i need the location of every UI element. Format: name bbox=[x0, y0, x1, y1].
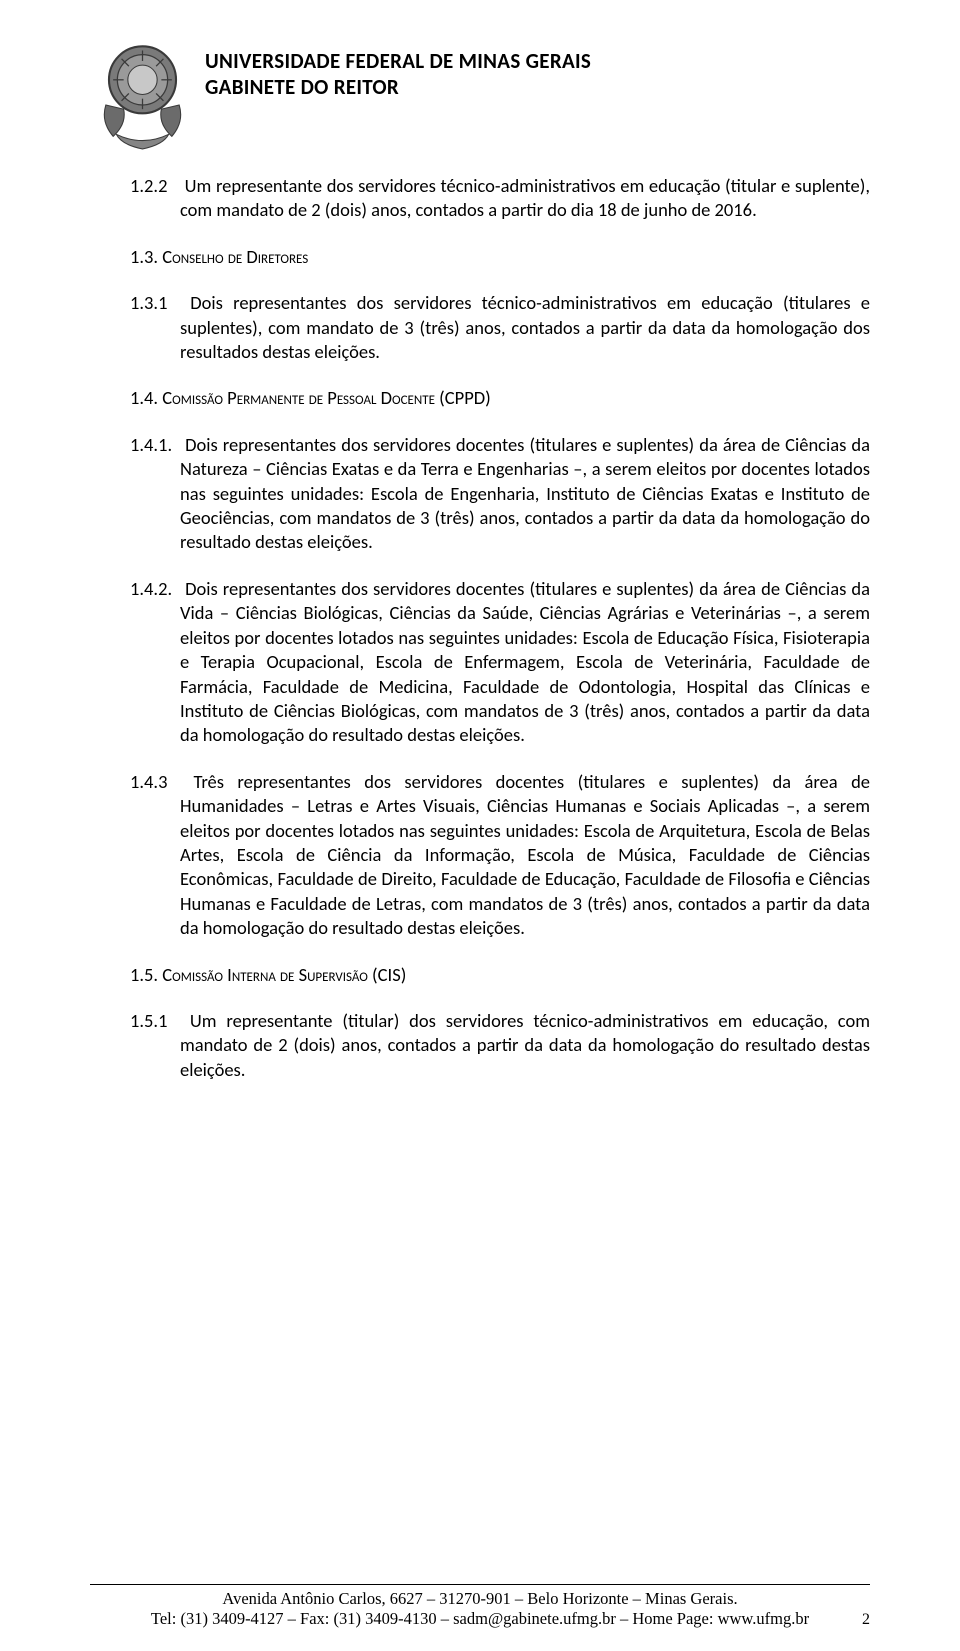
clause-text: Três representantes dos servidores docen… bbox=[180, 770, 870, 939]
footer-address: Avenida Antônio Carlos, 6627 – 31270-901… bbox=[90, 1589, 870, 1609]
clause-1-5-1: 1.5.1 Um representante (titular) dos ser… bbox=[130, 1009, 870, 1082]
clause-1-5: 1.5. Comissão Interna de Supervisão (CIS… bbox=[130, 963, 870, 987]
clause-1-4-1: 1.4.1. Dois representantes dos servidore… bbox=[130, 433, 870, 555]
clause-number: 1.5.1 bbox=[130, 1009, 180, 1033]
clause-1-3-1: 1.3.1 Dois representantes dos servidores… bbox=[130, 291, 870, 364]
clause-text: Um representante (titular) dos servidore… bbox=[180, 1009, 870, 1081]
clause-number: 1.4.3 bbox=[130, 770, 180, 794]
clause-number: 1.2.2 bbox=[130, 174, 180, 198]
clause-number: 1.5. bbox=[130, 963, 158, 987]
clause-text: Um representante dos servidores técnico-… bbox=[180, 174, 870, 221]
clause-text: Comissão Permanente de Pessoal Docente (… bbox=[162, 386, 490, 409]
clause-number: 1.4. bbox=[130, 386, 158, 410]
clause-1-4: 1.4. Comissão Permanente de Pessoal Doce… bbox=[130, 386, 870, 410]
clause-text: Conselho de Diretores bbox=[162, 245, 308, 268]
clause-number: 1.4.1. bbox=[130, 433, 180, 457]
header-text: UNIVERSIDADE FEDERAL DE MINAS GERAIS GAB… bbox=[205, 40, 591, 100]
document-body: 1.2.2 Um representante dos servidores té… bbox=[90, 174, 870, 1082]
clause-1-3: 1.3. Conselho de Diretores bbox=[130, 245, 870, 269]
clause-text: Dois representantes dos servidores docen… bbox=[180, 433, 870, 554]
clause-number: 1.4.2. bbox=[130, 577, 180, 601]
clause-1-4-3: 1.4.3 Três representantes dos servidores… bbox=[130, 770, 870, 941]
clause-text: Comissão Interna de Supervisão (CIS) bbox=[162, 963, 406, 986]
coat-of-arms-icon bbox=[90, 40, 195, 150]
document-header: UNIVERSIDADE FEDERAL DE MINAS GERAIS GAB… bbox=[90, 40, 870, 150]
document-footer: Avenida Antônio Carlos, 6627 – 31270-901… bbox=[90, 1584, 870, 1629]
institution-name: UNIVERSIDADE FEDERAL DE MINAS GERAIS bbox=[205, 48, 591, 74]
page-number: 2 bbox=[862, 1611, 870, 1629]
clause-1-4-2: 1.4.2. Dois representantes dos servidore… bbox=[130, 577, 870, 748]
document-page: UNIVERSIDADE FEDERAL DE MINAS GERAIS GAB… bbox=[0, 0, 960, 1144]
clause-text: Dois representantes dos servidores técni… bbox=[180, 291, 870, 363]
clause-1-2-2: 1.2.2 Um representante dos servidores té… bbox=[130, 174, 870, 223]
clause-number: 1.3.1 bbox=[130, 291, 180, 315]
footer-contact: Tel: (31) 3409-4127 – Fax: (31) 3409-413… bbox=[90, 1609, 870, 1629]
clause-number: 1.3. bbox=[130, 245, 158, 269]
clause-text: Dois representantes dos servidores docen… bbox=[180, 577, 870, 746]
department-name: GABINETE DO REITOR bbox=[205, 74, 591, 100]
